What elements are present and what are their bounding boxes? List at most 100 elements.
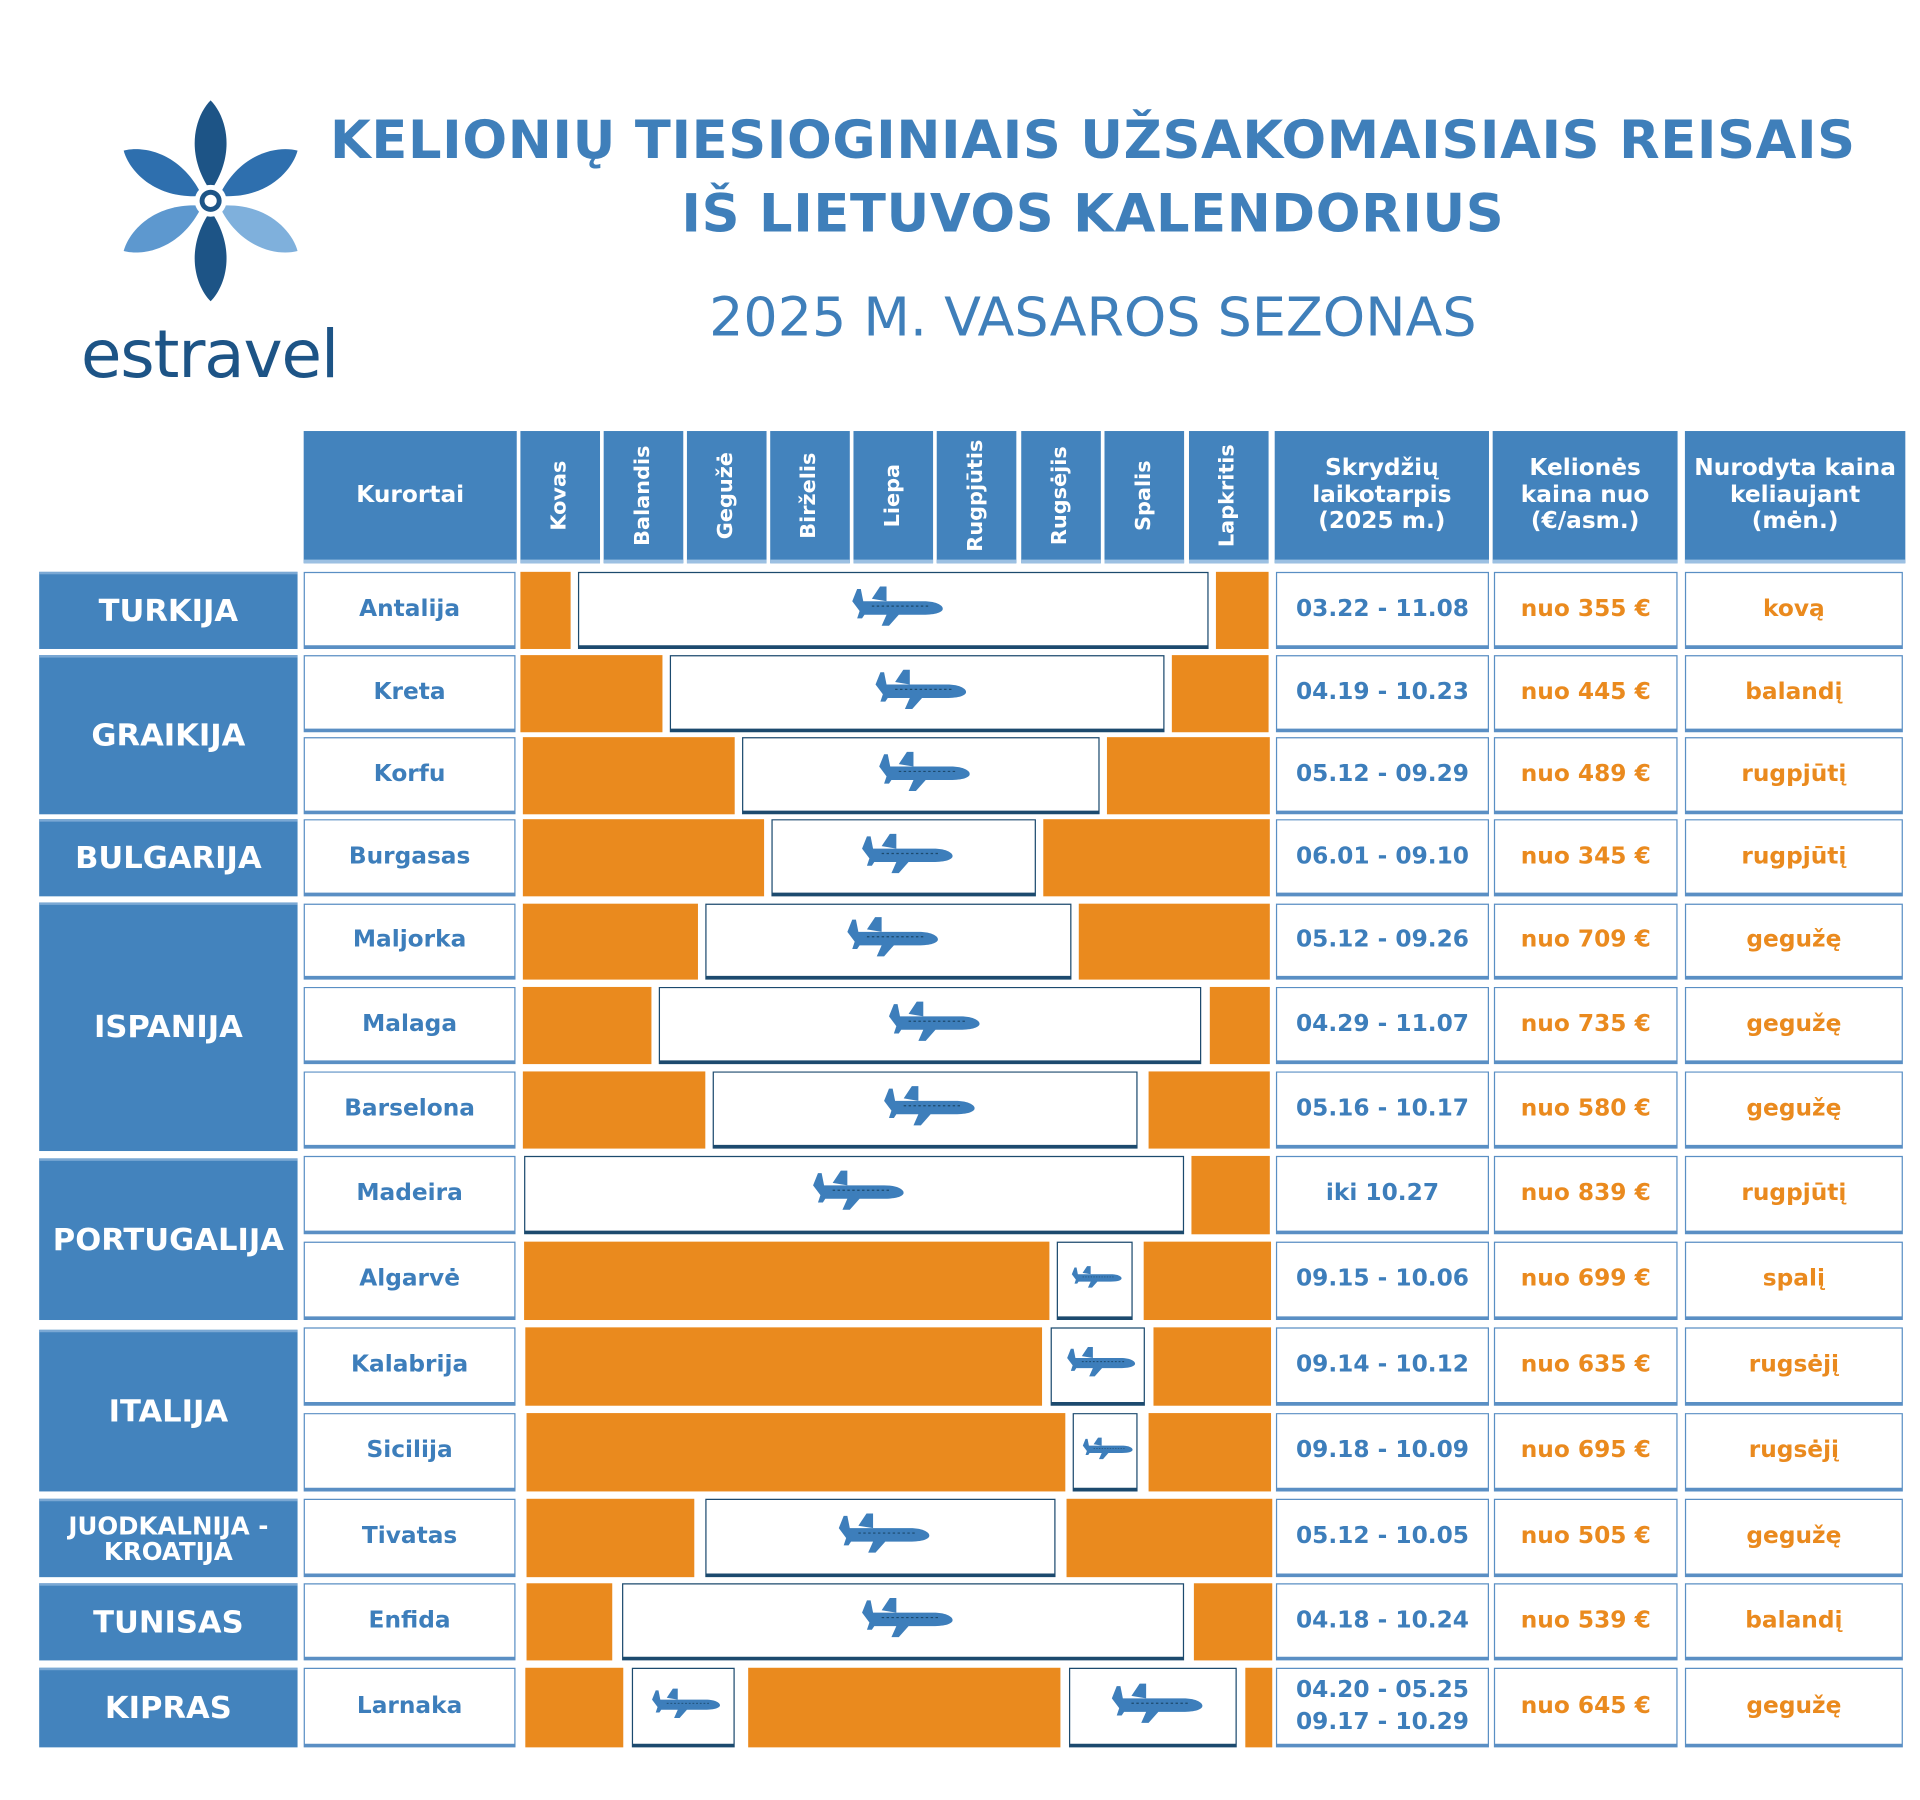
airplane-icon: [855, 830, 953, 880]
airplane-icon: [844, 583, 943, 633]
no-flights-bar: [526, 1583, 613, 1661]
country-label: GRAIKIJA: [39, 655, 298, 815]
header-month: Gegužė: [686, 431, 767, 564]
airplane-icon: [854, 1594, 953, 1644]
header-month: Lapkritis: [1188, 431, 1269, 564]
no-flights-bar: [1215, 571, 1269, 649]
price-from: nuo 345 €: [1493, 819, 1678, 897]
header-month-label: Kovas: [547, 460, 572, 531]
price-month: rugsėjį: [1684, 1413, 1903, 1492]
country-label: TURKIJA: [39, 571, 298, 649]
header-price-month: Nurodyta kaina keliaujant (mėn.): [1684, 431, 1906, 564]
price-month: rugsėjį: [1684, 1327, 1903, 1406]
price-from: nuo 635 €: [1493, 1327, 1678, 1406]
flight-period: 05.12 - 10.05: [1275, 1498, 1489, 1578]
country-label: BULGARIJA: [39, 819, 298, 897]
no-flights-bar: [1043, 819, 1270, 897]
airplane-icon: [839, 914, 938, 964]
price-month: gegužę: [1684, 903, 1903, 980]
airplane-icon: [881, 998, 979, 1048]
no-flights-bar: [524, 1241, 1050, 1321]
resort-name: Antalija: [303, 571, 516, 649]
no-flights-bar: [520, 571, 571, 649]
flight-period: 09.18 - 10.09: [1275, 1413, 1489, 1492]
no-flights-bar: [1148, 1413, 1272, 1492]
price-from: nuo 699 €: [1493, 1241, 1678, 1321]
flight-period: 04.20 - 05.25 09.17 - 10.29: [1275, 1667, 1489, 1748]
flight-period-bar: [1068, 1667, 1237, 1748]
flight-period: 03.22 - 11.08: [1275, 571, 1489, 649]
price-from: nuo 505 €: [1493, 1498, 1678, 1578]
header-month-label: Rugsėjis: [1047, 445, 1073, 545]
country-label: ITALIJA: [39, 1329, 298, 1492]
flight-period-bar: [771, 819, 1036, 897]
header-month: Kovas: [520, 431, 601, 564]
no-flights-bar: [525, 1327, 1043, 1406]
no-flights-bar: [522, 986, 652, 1065]
flight-period: 05.12 - 09.29: [1275, 737, 1489, 815]
flight-period: 04.29 - 11.07: [1275, 986, 1489, 1065]
no-flights-bar: [1078, 903, 1270, 980]
price-month: balandį: [1684, 1583, 1903, 1661]
header-month-label: Lapkritis: [1215, 443, 1241, 547]
title-line-1: KELIONIŲ TIESIOGINIAIS UŽSAKOMAISIAIS RE…: [330, 110, 1856, 172]
airplane-icon: [872, 748, 970, 798]
header-month: Liepa: [853, 431, 934, 564]
flight-period: 09.14 - 10.12: [1275, 1327, 1489, 1406]
no-flights-bar: [748, 1667, 1061, 1748]
price-month: balandį: [1684, 655, 1903, 733]
country-label: KIPRAS: [39, 1667, 298, 1748]
flight-period-bar: [1056, 1241, 1133, 1321]
header-resorts: Kurortai: [303, 431, 517, 564]
price-month: gegužę: [1684, 1667, 1903, 1748]
no-flights-bar: [526, 1498, 695, 1578]
airplane-icon: [1061, 1345, 1135, 1383]
airplane-icon: [1068, 1264, 1122, 1294]
flight-period-bar: [577, 571, 1209, 649]
resort-name: Korfu: [303, 737, 516, 815]
price-from: nuo 580 €: [1493, 1071, 1678, 1149]
airplane-icon: [647, 1686, 721, 1724]
no-flights-bar: [1066, 1498, 1273, 1578]
price-from: nuo 735 €: [1493, 986, 1678, 1065]
flight-period: 05.12 - 09.26: [1275, 903, 1489, 980]
no-flights-bar: [522, 903, 698, 980]
header-month: Rugpjūtis: [936, 431, 1017, 564]
price-month: kovą: [1684, 571, 1903, 649]
airplane-icon: [1104, 1680, 1202, 1730]
no-flights-bar: [525, 1667, 624, 1748]
resort-name: Larnaka: [303, 1667, 516, 1748]
flight-period-bar: [631, 1667, 735, 1748]
price-month: rugpjūtį: [1684, 1155, 1903, 1235]
no-flights-bar: [526, 1413, 1066, 1492]
country-label: TUNISAS: [39, 1583, 298, 1661]
no-flights-bar: [1148, 1071, 1270, 1149]
flight-period: 04.18 - 10.24: [1275, 1583, 1489, 1661]
country-label: JUODKALNIJA - KROATIJA: [39, 1498, 298, 1578]
header-month-label: Birželis: [796, 452, 822, 539]
flight-period-bar: [1072, 1413, 1138, 1492]
title-line-2: IŠ LIETUVOS KALENDORIUS: [681, 183, 1505, 245]
resort-name: Enfida: [303, 1583, 516, 1661]
price-from: nuo 355 €: [1493, 571, 1678, 649]
resort-name: Kalabrija: [303, 1327, 516, 1406]
no-flights-bar: [1106, 737, 1270, 815]
flight-period-bar: [1050, 1327, 1145, 1406]
resort-name: Tivatas: [303, 1498, 516, 1578]
logo-text: estravel: [80, 315, 339, 394]
header-month-label: Gegužė: [713, 451, 739, 539]
no-flights-bar: [1209, 986, 1270, 1065]
price-from: nuo 445 €: [1493, 655, 1678, 733]
price-from: nuo 839 €: [1493, 1155, 1678, 1235]
airplane-icon: [831, 1511, 930, 1560]
resort-name: Maljorka: [303, 903, 516, 980]
flight-period-bar: [658, 986, 1202, 1065]
no-flights-bar: [1191, 1155, 1270, 1235]
resort-name: Kreta: [303, 655, 516, 733]
no-flights-bar: [1143, 1241, 1272, 1321]
price-from: nuo 695 €: [1493, 1413, 1678, 1492]
price-month: gegužę: [1684, 1498, 1903, 1578]
price-month: rugpjūtį: [1684, 819, 1903, 897]
header-month-label: Rugpjūtis: [963, 439, 988, 552]
country-label: PORTUGALIJA: [39, 1158, 298, 1321]
